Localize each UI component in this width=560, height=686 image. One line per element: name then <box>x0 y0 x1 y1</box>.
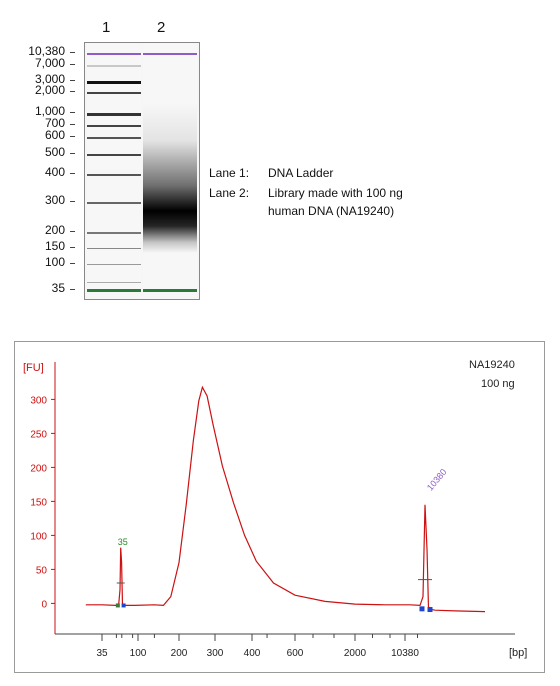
y-tick-label: 300 <box>30 395 47 406</box>
x-tick-label: 300 <box>207 648 224 659</box>
peak-start-marker <box>419 606 425 612</box>
peak-label-lower-marker: 35 <box>118 537 128 547</box>
marker-band <box>143 53 197 55</box>
ladder-band <box>87 113 141 116</box>
peak-start-marker <box>115 603 120 608</box>
gel-size-label: 3,000 <box>34 72 65 86</box>
y-tick-label: 150 <box>30 497 47 508</box>
peak-label-upper-marker: 10380 <box>425 467 449 493</box>
y-tick-label: 0 <box>41 599 47 610</box>
gel-size-label: 100 <box>44 255 65 269</box>
ladder-band <box>87 248 141 249</box>
ladder-band <box>87 65 141 67</box>
x-tick-label: 200 <box>171 648 188 659</box>
peak-end-marker <box>427 607 433 613</box>
gel-size-tick <box>70 112 75 113</box>
ladder-band <box>87 174 141 176</box>
y-tick-label: 200 <box>30 463 47 474</box>
gel-size-label: 1,000 <box>34 104 65 118</box>
electropherogram-panel: [FU] [bp] NA19240 100 ng 0 50 100 150 200 250… <box>14 341 545 673</box>
gel-size-tick <box>70 263 75 264</box>
legend-lane2-text-line1: Library made with 100 ng <box>268 186 403 200</box>
legend-lane2-key: Lane 2: <box>209 186 250 200</box>
library-smear <box>143 103 197 253</box>
x-tick-label: 35 <box>96 648 108 659</box>
gel-lane-library <box>143 43 197 299</box>
lane-number-2: 2 <box>157 19 166 36</box>
sample-amount: 100 ng <box>481 378 515 390</box>
gel-size-label: 200 <box>44 223 65 237</box>
gel-size-label: 700 <box>44 116 65 130</box>
ladder-band <box>87 125 141 127</box>
ladder-band <box>87 137 141 139</box>
gel-image <box>84 42 200 300</box>
gel-size-label: 600 <box>44 128 65 142</box>
x-tick-label: 2000 <box>344 648 367 659</box>
fluorescence-trace <box>85 385 486 613</box>
y-tick-label: 50 <box>36 565 48 576</box>
legend-lane1-key: Lane 1: <box>209 166 250 180</box>
ladder-band <box>87 282 141 283</box>
gel-size-label: 500 <box>44 145 65 159</box>
ladder-band <box>87 53 141 55</box>
x-tick-label: 400 <box>244 648 261 659</box>
gel-lane-ladder <box>87 43 141 299</box>
y-tick-label: 250 <box>30 429 47 440</box>
gel-size-tick <box>70 80 75 81</box>
gel-size-tick <box>70 52 75 53</box>
gel-size-tick <box>70 136 75 137</box>
peak-end-marker <box>121 603 126 608</box>
gel-size-label: 150 <box>44 239 65 253</box>
y-axis-label: [FU] <box>23 362 44 374</box>
ladder-band <box>87 154 141 156</box>
ladder-band <box>87 81 141 84</box>
x-tick-label: 100 <box>130 648 147 659</box>
gel-size-tick <box>70 231 75 232</box>
ladder-band <box>87 92 141 94</box>
gel-size-label: 300 <box>44 193 65 207</box>
x-tick-label: 600 <box>287 648 304 659</box>
legend-lane1-text: DNA Ladder <box>268 166 334 180</box>
gel-size-tick <box>70 91 75 92</box>
ladder-band <box>87 264 141 265</box>
y-tick-label: 100 <box>30 531 47 542</box>
legend-lane2-text-line2: human DNA (NA19240) <box>268 204 395 218</box>
electropherogram-chart: [FU] [bp] NA19240 100 ng 0 50 100 150 200 250… <box>23 359 527 659</box>
gel-size-label: 2,000 <box>34 83 65 97</box>
marker-band <box>143 289 197 292</box>
ladder-band <box>87 289 141 292</box>
x-tick-label: 10380 <box>391 648 419 659</box>
gel-size-label: 35 <box>51 281 65 295</box>
gel-size-tick <box>70 124 75 125</box>
lane-number-1: 1 <box>102 19 111 36</box>
gel-size-tick <box>70 247 75 248</box>
gel-size-label: 400 <box>44 165 65 179</box>
gel-size-tick <box>70 64 75 65</box>
gel-size-label: 7,000 <box>34 56 65 70</box>
gel-size-label: 10,380 <box>28 44 65 58</box>
gel-size-tick <box>70 173 75 174</box>
x-axis-label: [bp] <box>509 647 527 659</box>
sample-name: NA19240 <box>469 359 515 371</box>
ladder-band <box>87 202 141 204</box>
gel-size-tick <box>70 289 75 290</box>
gel-size-tick <box>70 201 75 202</box>
ladder-band <box>87 232 141 234</box>
gel-size-tick <box>70 153 75 154</box>
